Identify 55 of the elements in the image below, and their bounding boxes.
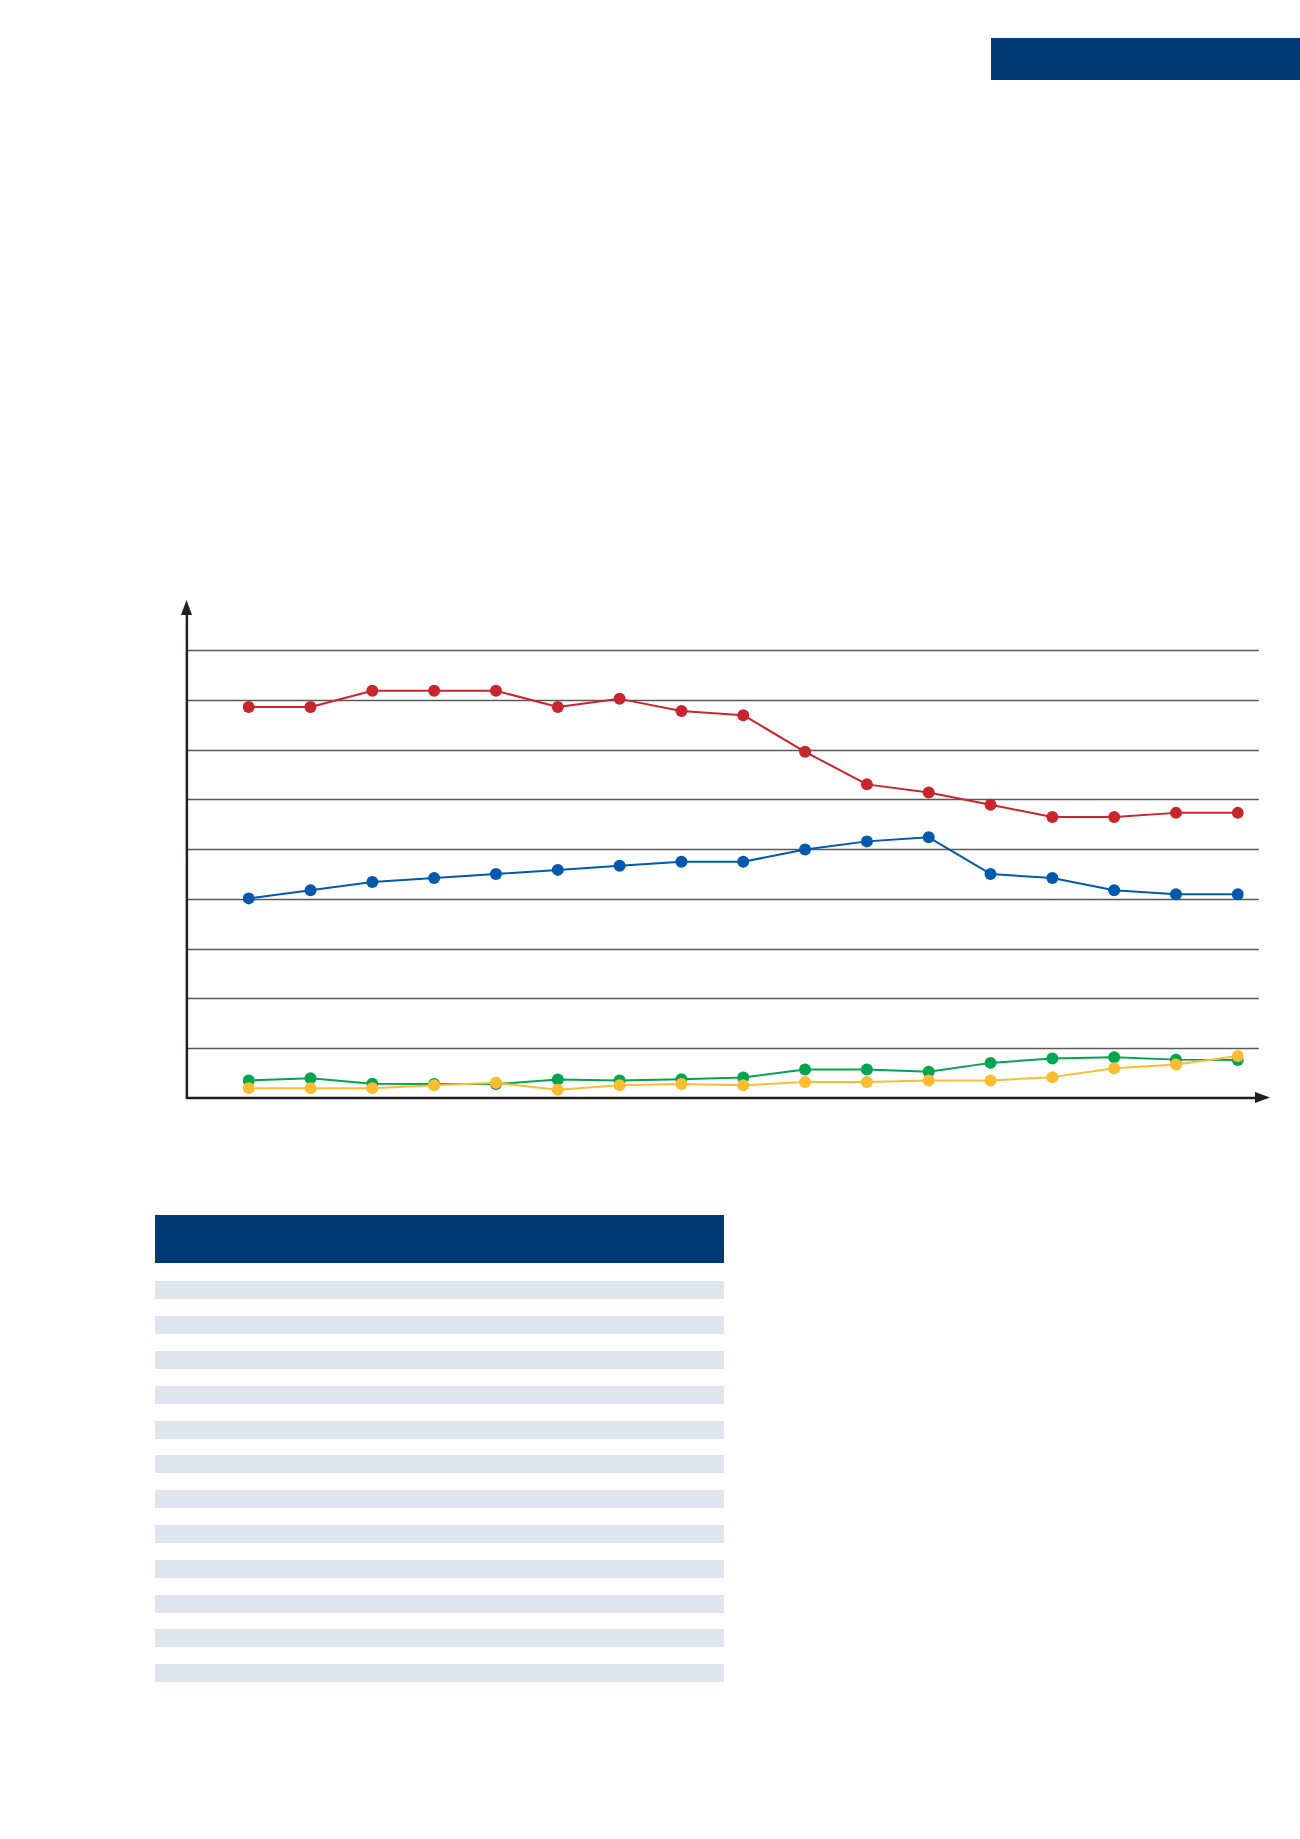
point — [1108, 884, 1121, 897]
point — [613, 692, 626, 705]
point — [489, 867, 502, 880]
point — [860, 835, 873, 848]
point — [1108, 1051, 1121, 1064]
point — [551, 1083, 564, 1096]
point — [799, 1063, 812, 1076]
point — [613, 859, 626, 872]
point — [1046, 872, 1059, 885]
point — [984, 798, 997, 811]
point — [1169, 806, 1182, 819]
point — [304, 1082, 317, 1095]
point — [984, 867, 997, 880]
point — [428, 872, 441, 885]
point — [1046, 1071, 1059, 1084]
point — [242, 701, 255, 714]
point — [737, 855, 750, 868]
point — [799, 1076, 812, 1089]
point — [922, 1074, 935, 1087]
point — [551, 701, 564, 714]
point — [799, 843, 812, 856]
point — [675, 705, 688, 718]
point — [675, 1078, 688, 1091]
point — [1046, 810, 1059, 823]
point — [551, 1073, 564, 1086]
point — [242, 1082, 255, 1095]
point — [799, 745, 812, 758]
point — [366, 876, 379, 889]
point — [304, 701, 317, 714]
point — [242, 892, 255, 905]
point — [675, 855, 688, 868]
point — [1169, 1058, 1182, 1071]
point — [1169, 888, 1182, 901]
point — [860, 1076, 873, 1089]
point — [1231, 888, 1244, 901]
point — [551, 863, 564, 876]
point — [737, 1079, 750, 1092]
point — [1231, 806, 1244, 819]
point — [613, 1079, 626, 1092]
point — [1108, 1062, 1121, 1075]
point — [860, 778, 873, 791]
point — [1231, 1049, 1244, 1062]
point — [366, 684, 379, 697]
point — [922, 831, 935, 844]
point — [489, 684, 502, 697]
point — [984, 1074, 997, 1087]
point — [922, 786, 935, 799]
point — [428, 684, 441, 697]
point — [860, 1063, 873, 1076]
point — [366, 1082, 379, 1095]
point — [1046, 1052, 1059, 1065]
point — [737, 709, 750, 722]
point — [1108, 810, 1121, 823]
point — [984, 1056, 997, 1069]
point — [304, 884, 317, 897]
